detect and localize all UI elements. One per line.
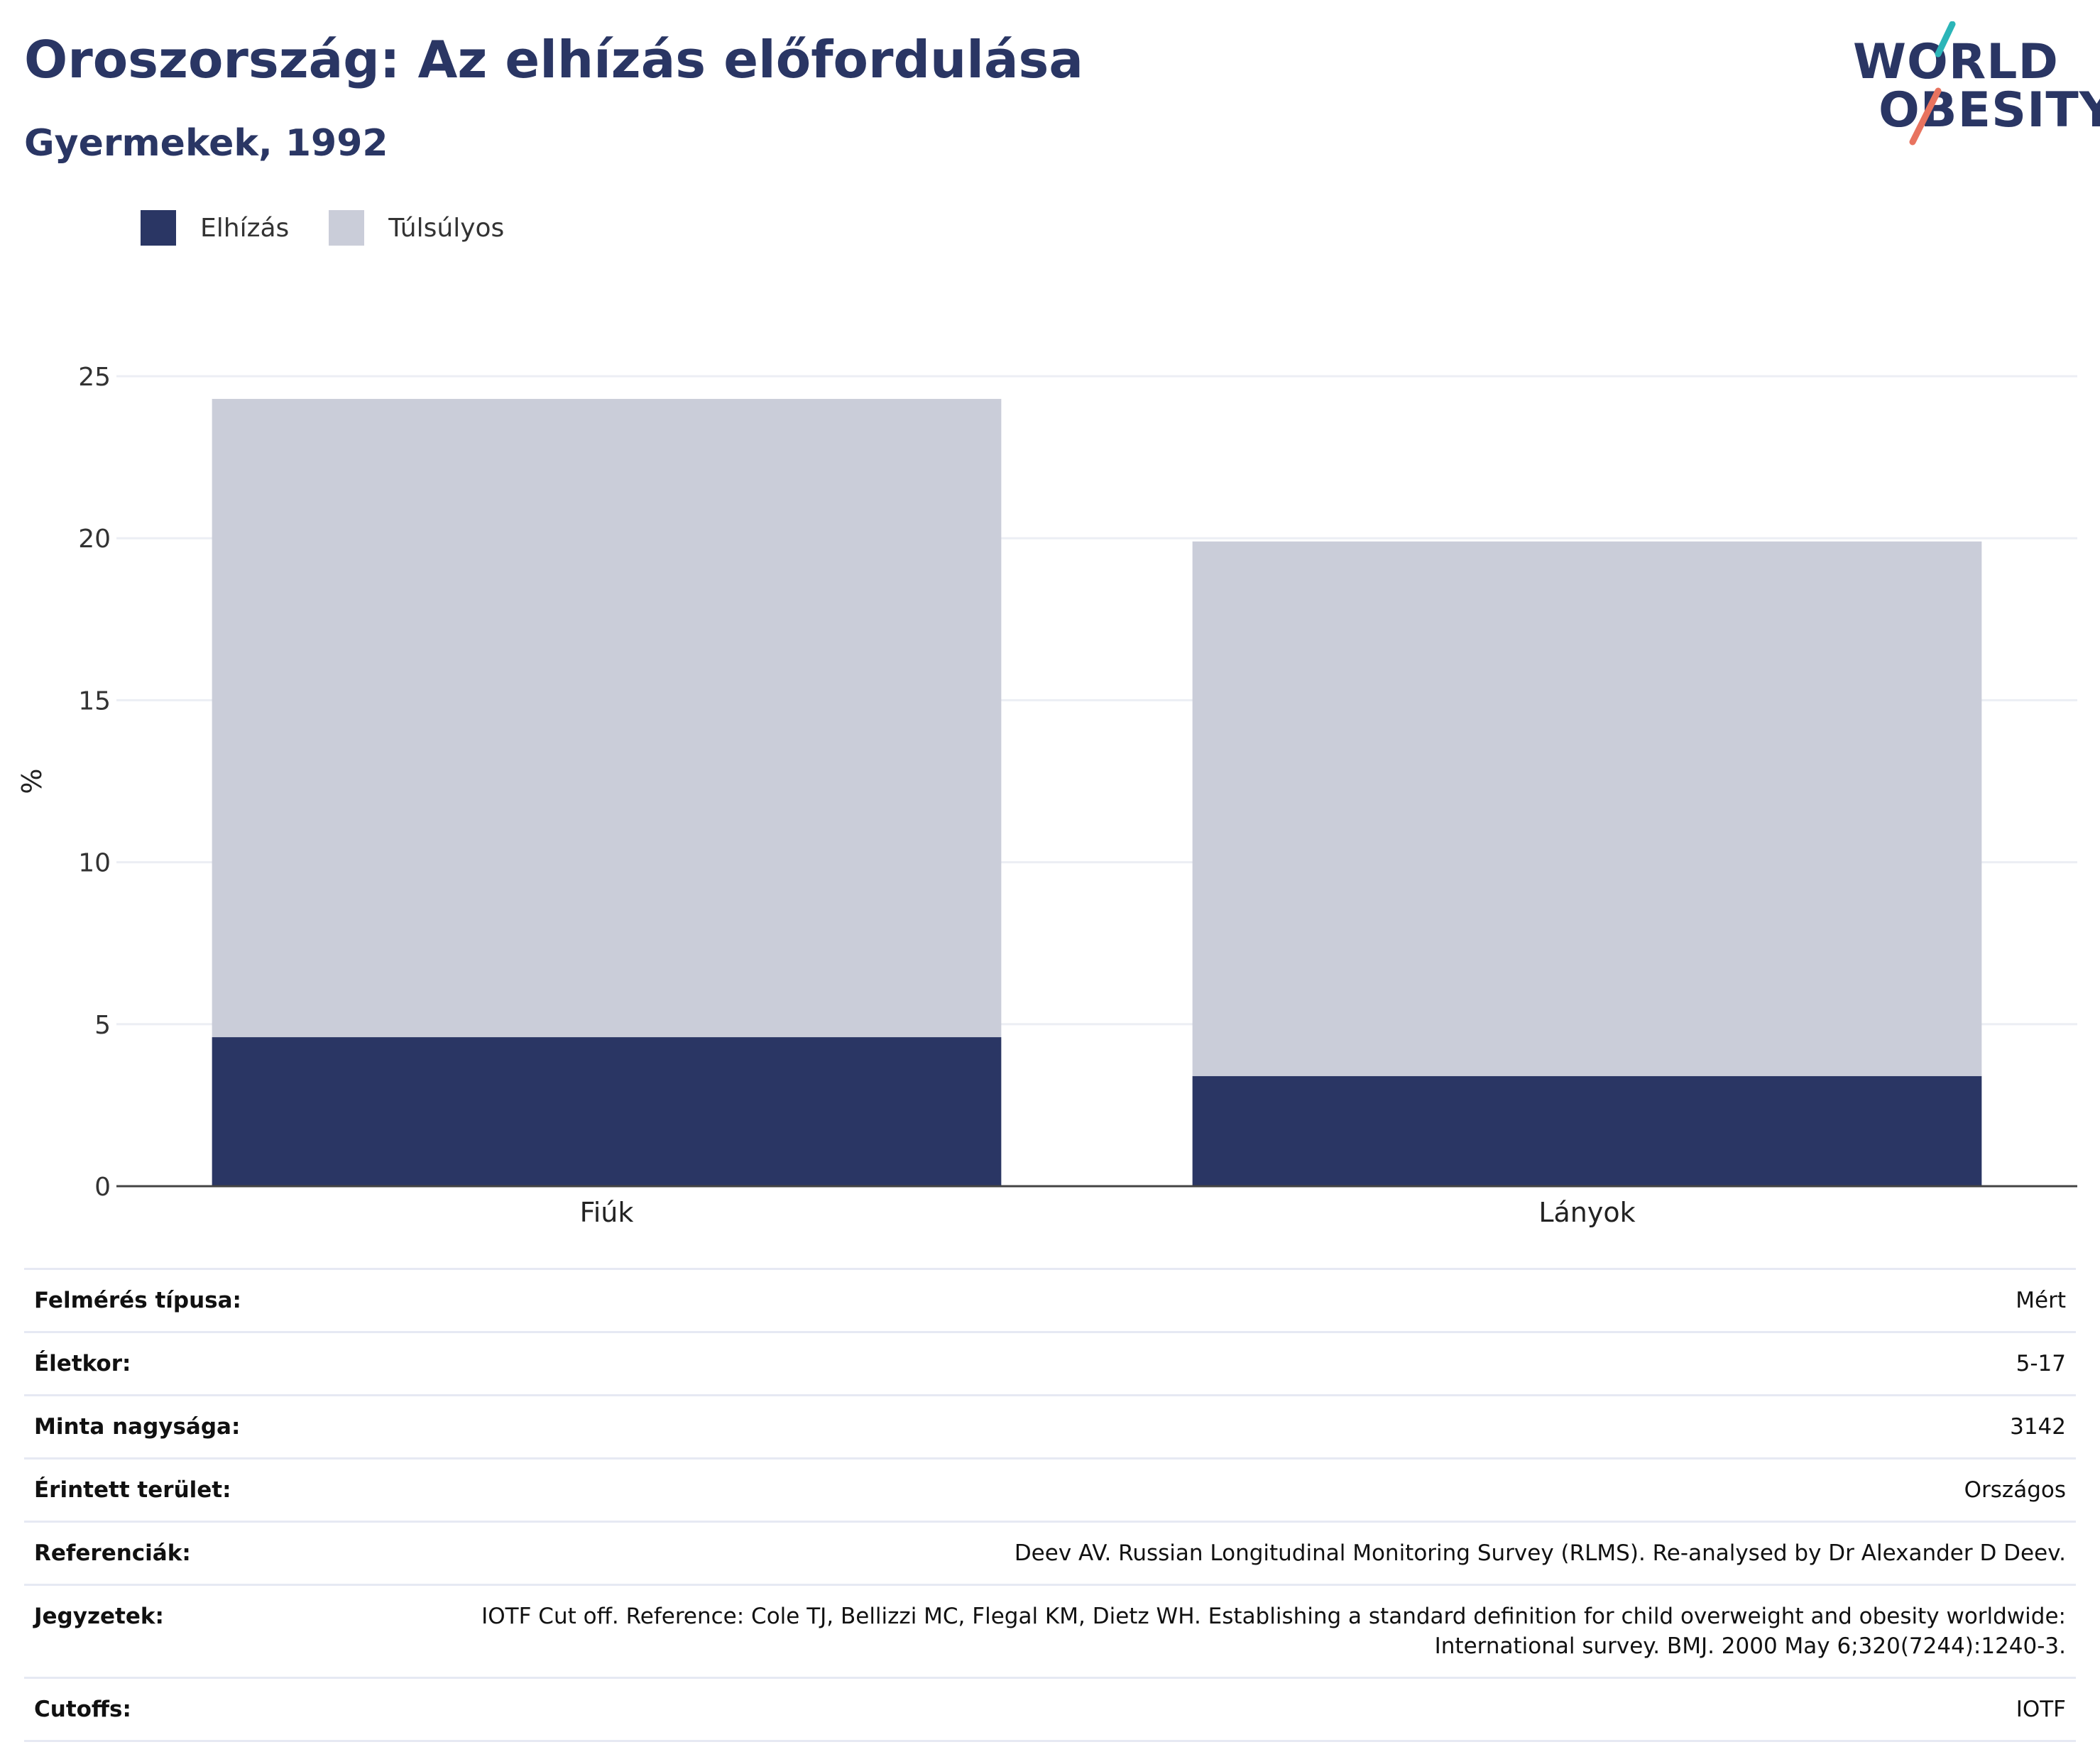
world-obesity-logo: WORLD OBESITY: [1839, 21, 2100, 156]
info-value: Deev AV. Russian Longitudinal Monitoring…: [1014, 1540, 2066, 1566]
info-table: Felmérés típusa: Mért Életkor: 5-17 Minta na…: [24, 1268, 2076, 1742]
info-key: Életkor:: [34, 1351, 131, 1376]
y-tick-label: 0: [94, 1173, 111, 1202]
info-value: Országos: [1964, 1477, 2066, 1503]
logo-line-2: OBESITY: [1878, 82, 2100, 138]
legend-swatch-obesity: [141, 210, 176, 246]
info-row: Minta nagysága: 3142: [24, 1396, 2076, 1460]
y-tick-label: 20: [78, 525, 111, 554]
chart-subtitle: Gyermekek, 1992: [24, 122, 388, 165]
info-row: Referenciák: Deev AV. Russian Longitudina…: [24, 1523, 2076, 1586]
info-value: 3142: [2010, 1414, 2066, 1440]
info-row: Érintett terület: Országos: [24, 1460, 2076, 1523]
x-tick-label: Fiúk: [580, 1197, 634, 1228]
logo-slash-icon: [1909, 21, 1956, 146]
legend-swatch-overweight: [329, 210, 365, 246]
info-row: Jegyzetek: IOTF Cut off. Reference: Cole …: [24, 1586, 2076, 1679]
info-key: Minta nagysága:: [34, 1414, 241, 1440]
info-row: Életkor: 5-17: [24, 1333, 2076, 1396]
y-axis-label: %: [16, 768, 48, 794]
y-tick-label: 25: [78, 363, 111, 392]
legend-label-obesity: Elhízás: [200, 213, 290, 243]
x-tick-label: Lányok: [1538, 1197, 1635, 1228]
y-tick-label: 10: [78, 849, 111, 878]
logo-line-1: WORLD: [1853, 34, 2059, 90]
y-tick-label: 15: [78, 686, 111, 716]
info-key: Jegyzetek:: [34, 1604, 164, 1629]
info-row: Felmérés típusa: Mért: [24, 1270, 2076, 1333]
bar-obesity: [212, 1037, 1002, 1186]
info-key: Cutoffs:: [34, 1697, 131, 1722]
legend: Elhízás Túlsúlyos: [141, 210, 544, 246]
legend-item-obesity[interactable]: Elhízás: [141, 210, 289, 246]
info-value: 5-17: [2016, 1351, 2066, 1376]
bar-chart: 0 5 10 15 20 25% Fiúk Lányok: [16, 363, 2077, 1228]
info-value: Mért: [2016, 1288, 2066, 1313]
bar-overweight: [1192, 541, 1982, 1076]
info-value: IOTF: [2016, 1697, 2066, 1722]
info-row: Cutoffs: IOTF: [24, 1679, 2076, 1742]
info-key: Referenciák:: [34, 1540, 191, 1566]
legend-label-overweight: Túlsúlyos: [388, 213, 505, 243]
y-tick-label: 5: [94, 1011, 111, 1040]
bar-obesity: [1192, 1075, 1982, 1186]
info-key: Érintett terület:: [34, 1477, 231, 1503]
info-value: IOTF Cut off. Reference: Cole TJ, Belliz…: [481, 1604, 2066, 1659]
info-key: Felmérés típusa:: [34, 1288, 241, 1313]
bar-overweight: [212, 398, 1002, 1038]
legend-item-overweight[interactable]: Túlsúlyos: [329, 210, 504, 246]
chart-title: Oroszország: Az elhízás előfordulása: [24, 30, 1083, 89]
